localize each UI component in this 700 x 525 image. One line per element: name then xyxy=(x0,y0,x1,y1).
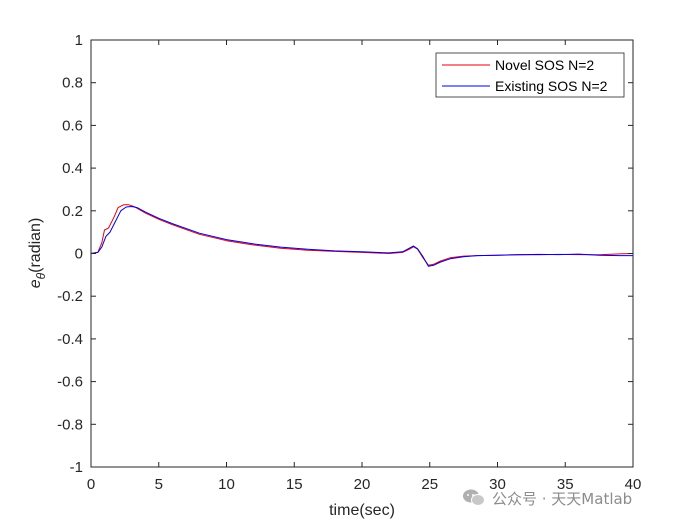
y-axis-label-subscript: θ xyxy=(34,272,48,279)
x-tick-label: 25 xyxy=(421,476,438,493)
y-tick-label: 0.2 xyxy=(62,203,83,220)
x-tick-label: 10 xyxy=(218,476,235,493)
x-tick-label: 5 xyxy=(155,476,163,493)
series-layer xyxy=(90,204,634,267)
x-tick-labels: 0 5 10 15 20 25 30 35 40 xyxy=(87,476,642,493)
plot-area xyxy=(91,40,633,467)
y-tick-label: 0 xyxy=(75,246,83,263)
ticks-layer xyxy=(90,39,634,468)
x-axis-label: time(sec) xyxy=(329,502,395,519)
watermark-text: 公众号 · 天天Matlab xyxy=(492,489,633,508)
y-tick-label: -0.4 xyxy=(57,331,83,348)
x-tick-label: 40 xyxy=(625,476,642,493)
x-tick-label: 15 xyxy=(286,476,303,493)
y-axis-label-symbol: e xyxy=(27,279,44,288)
x-tick-label: 35 xyxy=(557,476,574,493)
legend-box xyxy=(435,52,625,98)
y-tick-label: 0.4 xyxy=(62,160,83,177)
series-line-existing-sos xyxy=(90,206,633,267)
wechat-logo-icon xyxy=(463,489,485,506)
y-tick-label: 0.6 xyxy=(62,117,83,134)
legend-label-novel-sos: Novel SOS N=2 xyxy=(495,57,594,73)
y-tick-label: -0.8 xyxy=(57,416,83,433)
x-tick-label: 30 xyxy=(489,476,506,493)
y-tick-labels: -1 -0.8 -0.6 -0.4 -0.2 0 0.2 0.4 0.6 0.8 1 xyxy=(57,32,83,476)
y-tick-label: 0.8 xyxy=(62,75,83,92)
legend-label-existing-sos: Existing SOS N=2 xyxy=(495,78,608,94)
y-tick-label: -0.6 xyxy=(57,374,83,391)
y-axis-label-unit: (radian) xyxy=(27,218,44,273)
y-tick-label: -0.2 xyxy=(57,288,83,305)
y-tick-label: 1 xyxy=(75,32,83,49)
y-tick-label: -1 xyxy=(70,459,83,476)
x-tick-label: 20 xyxy=(354,476,371,493)
legend: Novel SOS N=2 Existing SOS N=2 xyxy=(435,52,625,98)
x-tick-label: 0 xyxy=(87,476,95,493)
watermark: 公众号 · 天天Matlab xyxy=(462,486,632,510)
y-axis-label: eθ(radian) xyxy=(27,218,48,289)
